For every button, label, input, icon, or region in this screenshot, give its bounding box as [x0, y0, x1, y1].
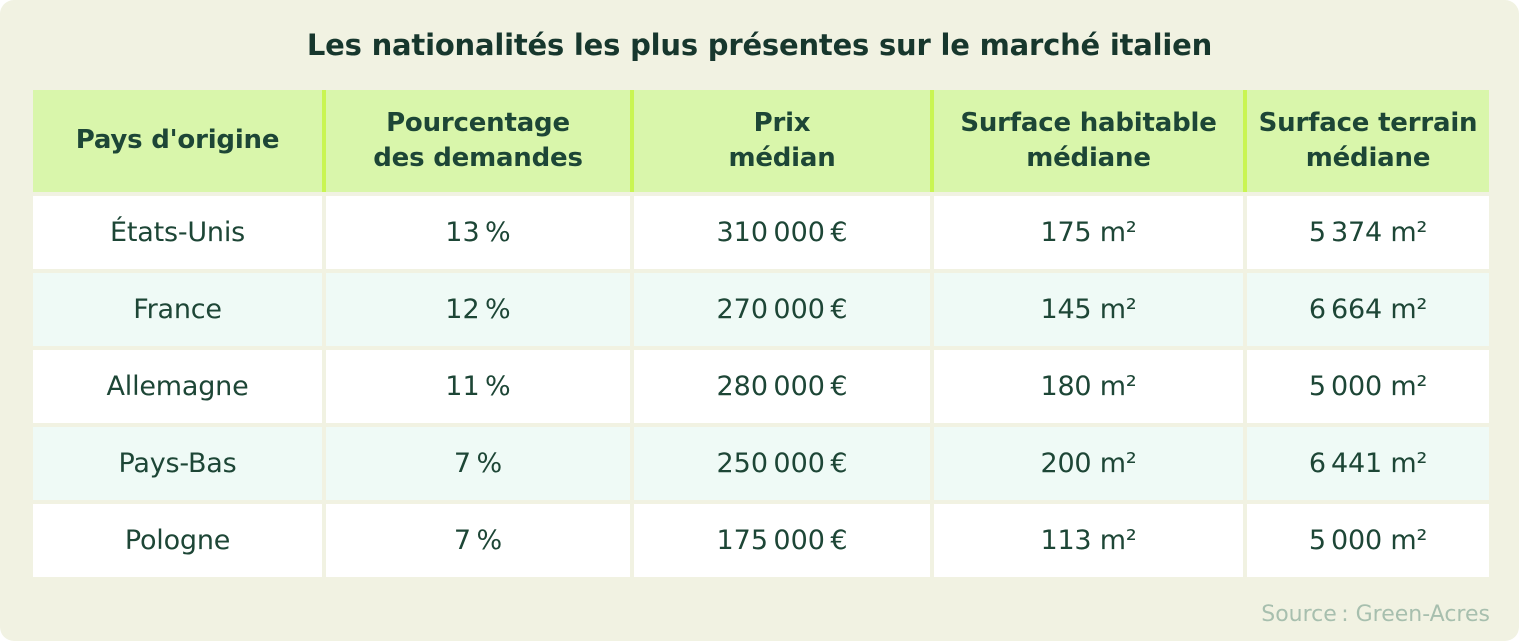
cell-country: Pays-Bas [33, 427, 322, 500]
column-header-pays-origine: Pays d'origine [33, 90, 322, 192]
cell-median-price: 270 000 € [634, 273, 930, 346]
cell-living-area: 200 m² [934, 427, 1243, 500]
cell-median-price: 175 000 € [634, 504, 930, 577]
cell-land-area: 5 000 m² [1247, 504, 1489, 577]
table-row-pologne: Pologne 7 % 175 000 € 113 m² 5 000 m² [33, 504, 1489, 577]
table-header-row: Pays d'origine Pourcentage des demandes … [33, 90, 1489, 192]
cell-living-area: 113 m² [934, 504, 1243, 577]
table-row-pays-bas: Pays-Bas 7 % 250 000 € 200 m² 6 441 m² [33, 427, 1489, 500]
source-caption: Source : Green-Acres [1261, 602, 1490, 627]
column-header-surface-terrain: Surface terrain médiane [1247, 90, 1489, 192]
cell-land-area: 5 374 m² [1247, 196, 1489, 269]
cell-median-price: 310 000 € [634, 196, 930, 269]
table-row-allemagne: Allemagne 11 % 280 000 € 180 m² 5 000 m² [33, 350, 1489, 423]
cell-land-area: 6 441 m² [1247, 427, 1489, 500]
cell-percentage: 7 % [326, 504, 630, 577]
cell-percentage: 11 % [326, 350, 630, 423]
cell-country: France [33, 273, 322, 346]
nationalities-table: Pays d'origine Pourcentage des demandes … [33, 90, 1489, 577]
table-body: États-Unis 13 % 310 000 € 175 m² 5 374 m… [33, 196, 1489, 577]
cell-living-area: 180 m² [934, 350, 1243, 423]
table-row-etats-unis: États-Unis 13 % 310 000 € 175 m² 5 374 m… [33, 196, 1489, 269]
column-header-surface-habitable: Surface habitable médiane [934, 90, 1243, 192]
cell-land-area: 5 000 m² [1247, 350, 1489, 423]
cell-country: États-Unis [33, 196, 322, 269]
cell-percentage: 7 % [326, 427, 630, 500]
cell-country: Pologne [33, 504, 322, 577]
cell-median-price: 250 000 € [634, 427, 930, 500]
cell-median-price: 280 000 € [634, 350, 930, 423]
cell-country: Allemagne [33, 350, 322, 423]
cell-percentage: 13 % [326, 196, 630, 269]
cell-living-area: 145 m² [934, 273, 1243, 346]
cell-land-area: 6 664 m² [1247, 273, 1489, 346]
table-row-france: France 12 % 270 000 € 145 m² 6 664 m² [33, 273, 1489, 346]
chart-title: Les nationalités les plus présentes sur … [306, 28, 1213, 62]
cell-percentage: 12 % [326, 273, 630, 346]
column-header-pourcentage-demandes: Pourcentage des demandes [326, 90, 630, 192]
cell-living-area: 175 m² [934, 196, 1243, 269]
column-header-prix-median: Prix médian [634, 90, 930, 192]
